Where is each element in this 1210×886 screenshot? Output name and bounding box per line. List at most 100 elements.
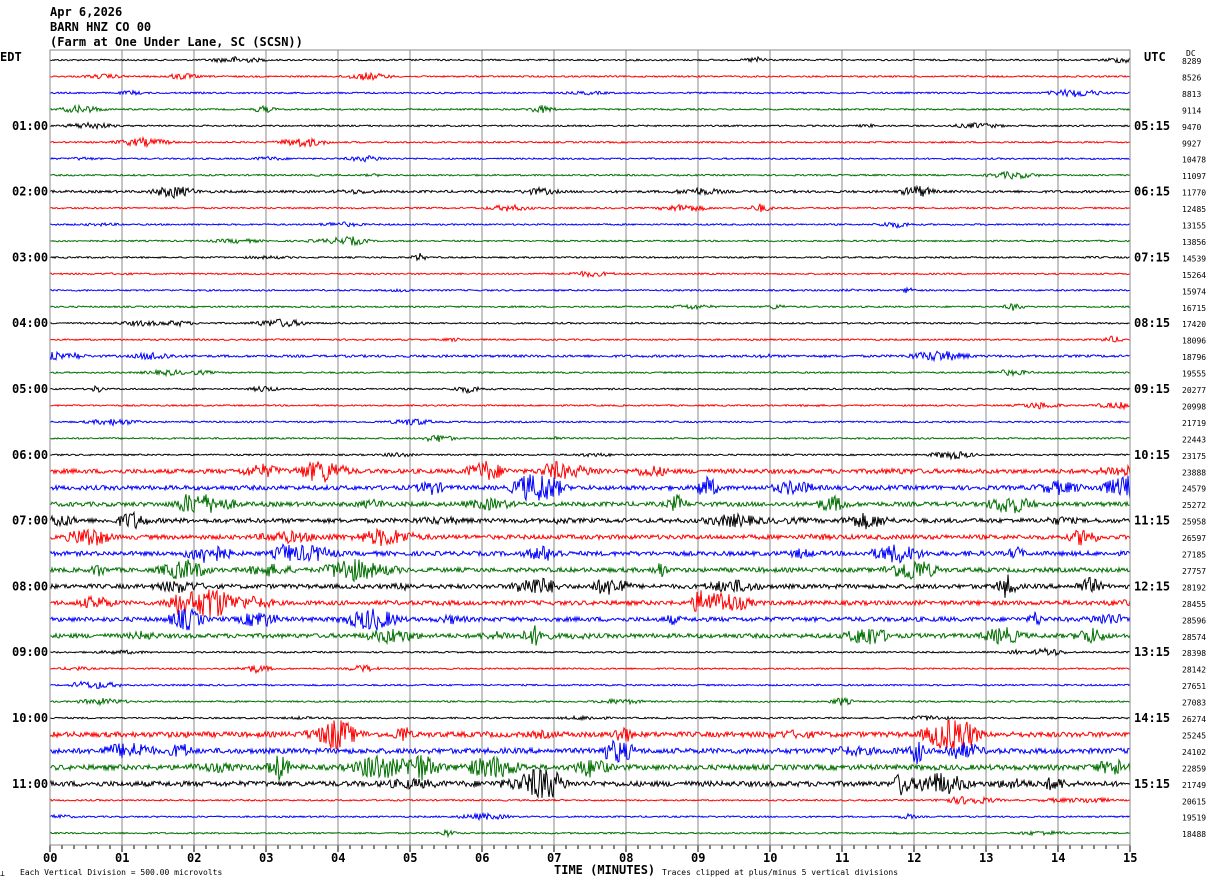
seismic-trace — [50, 253, 1131, 262]
x-tick-label: 02 — [187, 851, 201, 865]
dc-offset-label: 10478 — [1182, 156, 1206, 165]
utc-hour-label: 09:15 — [1134, 382, 1170, 396]
dc-offset-label: 25958 — [1182, 518, 1206, 527]
dc-offset-label: 28455 — [1182, 600, 1206, 609]
x-tick-label: 10 — [763, 851, 777, 865]
dc-offset-label: 8526 — [1182, 73, 1201, 82]
dc-offset-label: 12485 — [1182, 205, 1206, 214]
plot-frame — [49, 49, 1131, 846]
x-tick-label: 01 — [115, 851, 129, 865]
edt-hour-label: 03:00 — [12, 250, 48, 264]
seismic-trace — [49, 434, 1131, 443]
x-tick-label: 03 — [259, 851, 273, 865]
scale-icon: ⟂ — [0, 869, 5, 878]
seismic-trace — [49, 401, 1131, 411]
x-tick-label: 09 — [691, 851, 705, 865]
dc-offset-label: 26597 — [1182, 534, 1206, 543]
dc-offset-label: 27185 — [1182, 551, 1206, 560]
utc-hour-label: 06:15 — [1134, 185, 1170, 199]
utc-hour-label: 13:15 — [1134, 645, 1170, 659]
dc-offset-label: 23888 — [1182, 468, 1206, 477]
dc-offset-label: 20615 — [1182, 797, 1206, 806]
dc-offset-label: 20998 — [1182, 402, 1206, 411]
seismic-trace — [49, 474, 1131, 502]
dc-offset-label: 27083 — [1182, 699, 1206, 708]
seismic-trace — [49, 270, 1130, 279]
edt-hour-label: 09:00 — [12, 645, 48, 659]
seismic-trace — [49, 754, 1131, 781]
utc-hour-label: 08:15 — [1134, 316, 1170, 330]
clip-note: Traces clipped at plus/minus 5 vertical … — [662, 868, 898, 877]
dc-offset-label: 22443 — [1182, 435, 1206, 444]
seismic-trace — [49, 302, 1131, 311]
dc-offset-label: 14539 — [1182, 254, 1206, 263]
seismic-trace — [49, 768, 1131, 800]
dc-offset-label: 25272 — [1182, 501, 1206, 510]
dc-offset-label: 9927 — [1182, 139, 1201, 148]
dc-offset-label: 13155 — [1182, 222, 1206, 231]
seismic-trace — [49, 527, 1131, 547]
dc-offset-label: 17420 — [1182, 320, 1206, 329]
dc-offset-label: 19555 — [1182, 370, 1206, 379]
dc-offset-label: 18096 — [1182, 337, 1206, 346]
edt-hour-label: 11:00 — [12, 777, 48, 791]
dc-offset-label: 23175 — [1182, 452, 1206, 461]
seismic-trace — [49, 828, 1131, 839]
dc-offset-label: 15974 — [1182, 287, 1206, 296]
seismic-trace — [49, 625, 1131, 646]
seismic-trace — [49, 607, 1131, 631]
dc-offset-label: 28142 — [1182, 666, 1206, 675]
seismic-trace — [49, 103, 1131, 114]
x-tick-label: 06 — [475, 851, 489, 865]
edt-hour-label: 04:00 — [12, 316, 48, 330]
x-axis-label: TIME (MINUTES) — [554, 863, 655, 877]
seismic-trace — [49, 121, 1131, 131]
seismic-trace — [49, 589, 1131, 617]
x-tick-label: 05 — [403, 851, 417, 865]
dc-offset-label: 27651 — [1182, 682, 1206, 691]
dc-offset-label: 13856 — [1182, 238, 1206, 247]
seismic-trace — [49, 664, 1131, 675]
traces — [49, 55, 1131, 839]
edt-hour-label: 01:00 — [12, 119, 48, 133]
utc-hour-label: 10:15 — [1134, 448, 1170, 462]
edt-hour-label: 08:00 — [12, 579, 48, 593]
dc-offset-label: 20277 — [1182, 386, 1206, 395]
x-tick-label: 14 — [1051, 851, 1065, 865]
seismic-trace — [49, 450, 1131, 461]
seismic-trace — [49, 418, 1131, 427]
dc-offset-label: 16715 — [1182, 304, 1206, 313]
edt-hour-label: 06:00 — [12, 448, 48, 462]
dc-offset-label: 26274 — [1182, 715, 1206, 724]
edt-hour-label: 05:00 — [12, 382, 48, 396]
seismic-trace — [49, 55, 1131, 64]
dc-offset-label: 28574 — [1182, 633, 1206, 642]
utc-hour-label: 11:15 — [1134, 514, 1170, 528]
dc-offset-label: 22859 — [1182, 764, 1206, 773]
seismic-trace — [49, 88, 1131, 98]
date-title: Apr 6,2026 — [50, 5, 122, 19]
x-tick-label: 15 — [1123, 851, 1137, 865]
edt-hour-label: 02:00 — [12, 185, 48, 199]
seismic-trace — [49, 680, 1131, 690]
utc-hour-label: 05:15 — [1134, 119, 1170, 133]
seismic-trace — [49, 135, 1131, 149]
dc-offset-label: 25245 — [1182, 731, 1206, 740]
dc-offset-label: 8813 — [1182, 90, 1201, 99]
seismic-trace — [49, 155, 1131, 163]
seismic-trace — [50, 696, 1131, 707]
seismic-trace — [49, 350, 1131, 363]
seismic-trace — [50, 368, 1131, 378]
edt-label: EDT — [0, 50, 22, 64]
x-tick-label: 11 — [835, 851, 849, 865]
seismic-trace — [49, 714, 1131, 722]
seismic-trace — [49, 574, 1131, 598]
seismic-trace — [49, 646, 1131, 657]
utc-hour-label: 07:15 — [1134, 250, 1170, 264]
utc-hour-label: 15:15 — [1134, 777, 1170, 791]
edt-hour-label: 10:00 — [12, 711, 48, 725]
dc-offset-label: 8289 — [1182, 57, 1201, 66]
dc-offset-label: 21749 — [1182, 781, 1206, 790]
dc-offset-label: 24579 — [1182, 485, 1206, 494]
